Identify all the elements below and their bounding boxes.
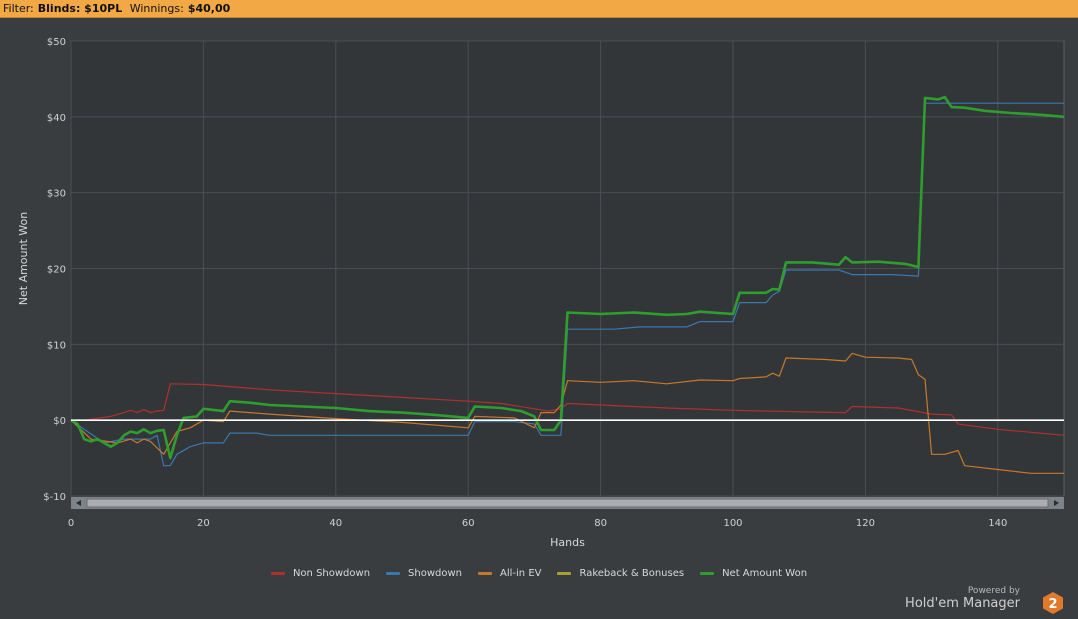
- legend-swatch: [557, 571, 572, 575]
- x-tick-label: 100: [723, 518, 742, 529]
- x-tick-label: 0: [68, 518, 74, 529]
- powered-by-brand: Powered by Hold'em Manager 2: [864, 586, 1064, 614]
- scroll-right-arrow-icon[interactable]: [1054, 500, 1059, 506]
- x-tick-label: 60: [462, 518, 475, 529]
- y-tick-label: $0: [53, 416, 66, 427]
- scrollbar-thumb[interactable]: [86, 498, 1049, 508]
- hm2-logo-icon: 2: [1043, 592, 1063, 614]
- legend-item-showdown[interactable]: Showdown: [386, 566, 462, 580]
- legend: Non Showdown Showdown All-in EV Rakeback & …: [0, 566, 1078, 580]
- y-tick-label: $30: [47, 189, 66, 200]
- filter-winnings-value: $40,00: [187, 2, 231, 15]
- powered-by-text: Powered by: [967, 586, 1020, 596]
- legend-label: Net Amount Won: [722, 567, 808, 579]
- legend-swatch: [700, 571, 715, 575]
- legend-swatch: [270, 571, 285, 575]
- legend-label: Showdown: [408, 567, 463, 579]
- legend-item-non-showdown[interactable]: Non Showdown: [270, 566, 371, 580]
- filter-bar: Filter: Blinds: $10PL Winnings: $40,00: [0, 0, 1078, 18]
- x-axis-label: Hands: [550, 536, 585, 549]
- series-line-net-amount-won: [70, 95, 1065, 460]
- scroll-left-arrow-icon[interactable]: [76, 500, 81, 506]
- filter-blinds: Blinds: $10PL: [37, 2, 123, 15]
- y-axis-label: Net Amount Won: [17, 212, 30, 305]
- series-line-non-showdown: [71, 383, 1065, 436]
- y-tick-label: $10: [47, 340, 66, 351]
- legend-item-rakeback-bonuses[interactable]: Rakeback & Bonuses: [557, 566, 684, 580]
- x-tick-label: 120: [856, 518, 875, 529]
- x-tick-label: 40: [329, 518, 342, 529]
- legend-item-all-in-ev[interactable]: All-in EV: [478, 566, 541, 580]
- filter-winnings-label: Winnings:: [129, 2, 184, 15]
- legend-label: Non Showdown: [292, 567, 371, 579]
- y-tick-label: $50: [47, 37, 66, 48]
- legend-swatch: [386, 571, 401, 575]
- series-line-showdown: [70, 102, 1064, 467]
- net-won-chart: $-10 $0 $10 $20 $30 $40 $50 0 20 40 60 80 100 120 140…: [17, 37, 1065, 549]
- series-line-all-in-ev: [70, 352, 1064, 474]
- y-axis: $-10 $0 $10 $20 $30 $40 $50: [43, 37, 66, 503]
- y-tick-label: $-10: [43, 492, 66, 503]
- legend-swatch: [478, 571, 493, 575]
- version-badge-text: 2: [1048, 597, 1057, 612]
- y-tick-label: $40: [47, 113, 66, 124]
- horizontal-scrollbar[interactable]: [71, 497, 1064, 509]
- legend-item-net-amount-won[interactable]: Net Amount Won: [700, 566, 807, 580]
- x-tick-label: 20: [197, 518, 210, 529]
- product-name: Hold'em Manager: [905, 596, 1020, 611]
- x-axis: 0 20 40 60 80 100 120 140: [68, 518, 1008, 529]
- x-tick-label: 140: [988, 518, 1007, 529]
- filter-label: Filter:: [3, 2, 34, 15]
- legend-label: Rakeback & Bonuses: [579, 567, 685, 579]
- y-tick-label: $20: [47, 265, 66, 276]
- x-tick-label: 80: [594, 518, 607, 529]
- legend-label: All-in EV: [500, 567, 542, 579]
